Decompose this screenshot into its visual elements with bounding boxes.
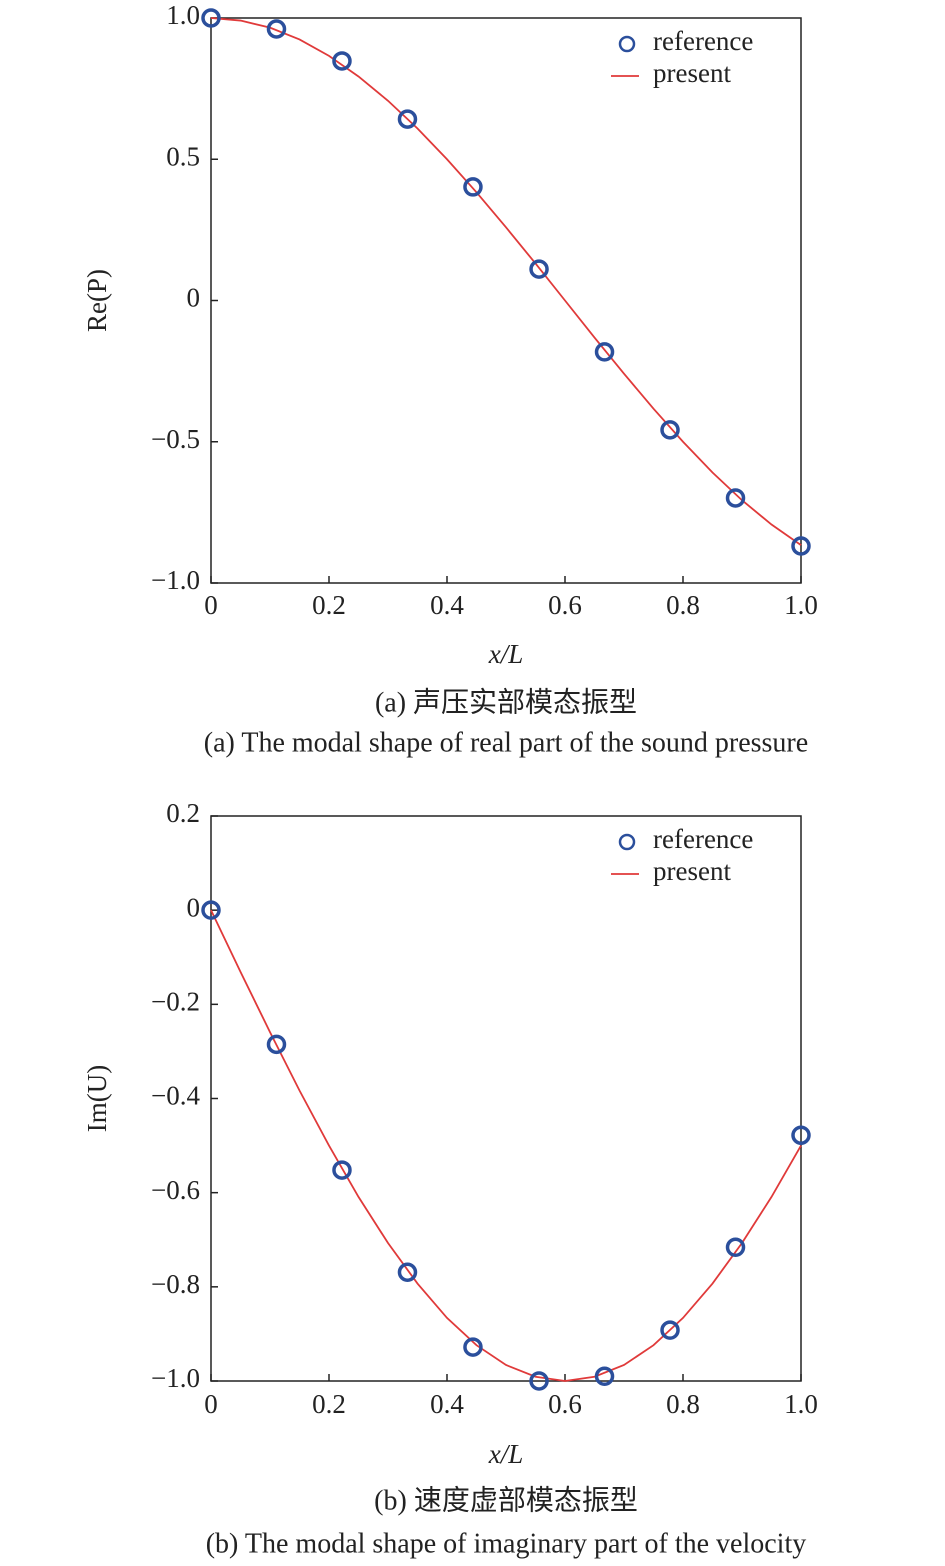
marker	[725, 1237, 746, 1258]
x-tick-label: 0.6	[548, 1389, 582, 1419]
y-tick-label: −0.6	[151, 1175, 200, 1205]
marker	[791, 1125, 811, 1145]
marker	[201, 900, 221, 920]
marker	[660, 420, 680, 440]
x-tick-label: 0	[204, 590, 218, 620]
y-tick-label: 1.0	[166, 0, 200, 30]
marker	[201, 8, 221, 28]
line-series	[210, 909, 802, 1382]
marker	[463, 1337, 483, 1357]
x-axis-label: x/L	[488, 1439, 524, 1469]
caption-title: (b) 速度虚部模态振型	[374, 1484, 638, 1516]
x-tick-label: 1.0	[784, 1389, 818, 1419]
y-tick-label: −0.4	[151, 1081, 200, 1111]
caption-title: (a) 声压实部模态振型	[375, 686, 637, 718]
line-series	[210, 17, 802, 546]
marker	[594, 1366, 615, 1387]
legend-label: reference	[653, 26, 753, 56]
x-tick-label: 0.8	[666, 590, 700, 620]
y-tick-label: 0	[187, 283, 201, 313]
marker	[266, 1034, 287, 1055]
y-tick-label: −0.5	[151, 424, 200, 454]
x-tick-label: 0.2	[312, 1389, 346, 1419]
marker	[725, 488, 746, 508]
y-tick-label: 0.2	[166, 798, 200, 828]
y-tick-label: 0.5	[166, 141, 200, 171]
x-tick-label: 0.4	[430, 1389, 464, 1419]
x-tick-label: 0.4	[430, 590, 464, 620]
marker	[463, 177, 483, 197]
legend-label: present	[653, 856, 731, 886]
marker	[332, 1160, 352, 1180]
subplot: 0 0.2 0.4 0.6 0.8 1.0 −1.0 −0.8 −0.6 −0.4 −0.2 0 0.2…	[82, 798, 818, 1559]
legend-label: present	[653, 58, 731, 88]
x-tick-label: 1.0	[784, 590, 818, 620]
plot-frame	[210, 17, 802, 584]
marker	[332, 51, 352, 71]
marker	[529, 259, 549, 279]
marker	[397, 109, 418, 129]
legend-label: reference	[653, 824, 753, 854]
x-axis-label: x/L	[488, 639, 524, 669]
x-tick-label: 0.2	[312, 590, 346, 620]
marker	[266, 19, 287, 39]
marker	[397, 1262, 418, 1282]
legend-swatch	[618, 833, 636, 851]
caption-subtitle: (b) The modal shape of imaginary part of…	[206, 1528, 807, 1559]
subplot: 0 0.2 0.4 0.6 0.8 1.0 −1.0 −0.5 0 0.5 1.0 x/L Re(P) (…	[82, 0, 818, 758]
marker	[594, 342, 615, 362]
x-tick-label: 0.6	[548, 590, 582, 620]
y-tick-label: −0.2	[151, 987, 200, 1017]
y-tick-label: 0	[187, 892, 201, 922]
x-tick-label: 0	[204, 1389, 218, 1419]
marker	[660, 1320, 680, 1340]
y-axis-label: Im(U)	[82, 1065, 112, 1132]
y-tick-label: −1.0	[151, 565, 200, 595]
marker	[529, 1371, 549, 1391]
x-tick-label: 0.8	[666, 1389, 700, 1419]
y-tick-label: −0.8	[151, 1269, 200, 1299]
marker	[791, 536, 811, 556]
y-tick-label: −1.0	[151, 1363, 200, 1393]
caption-subtitle: (a) The modal shape of real part of the …	[204, 727, 808, 758]
plot-frame	[210, 815, 802, 1382]
legend-swatch	[618, 35, 636, 53]
y-axis-label: Re(P)	[82, 269, 112, 332]
